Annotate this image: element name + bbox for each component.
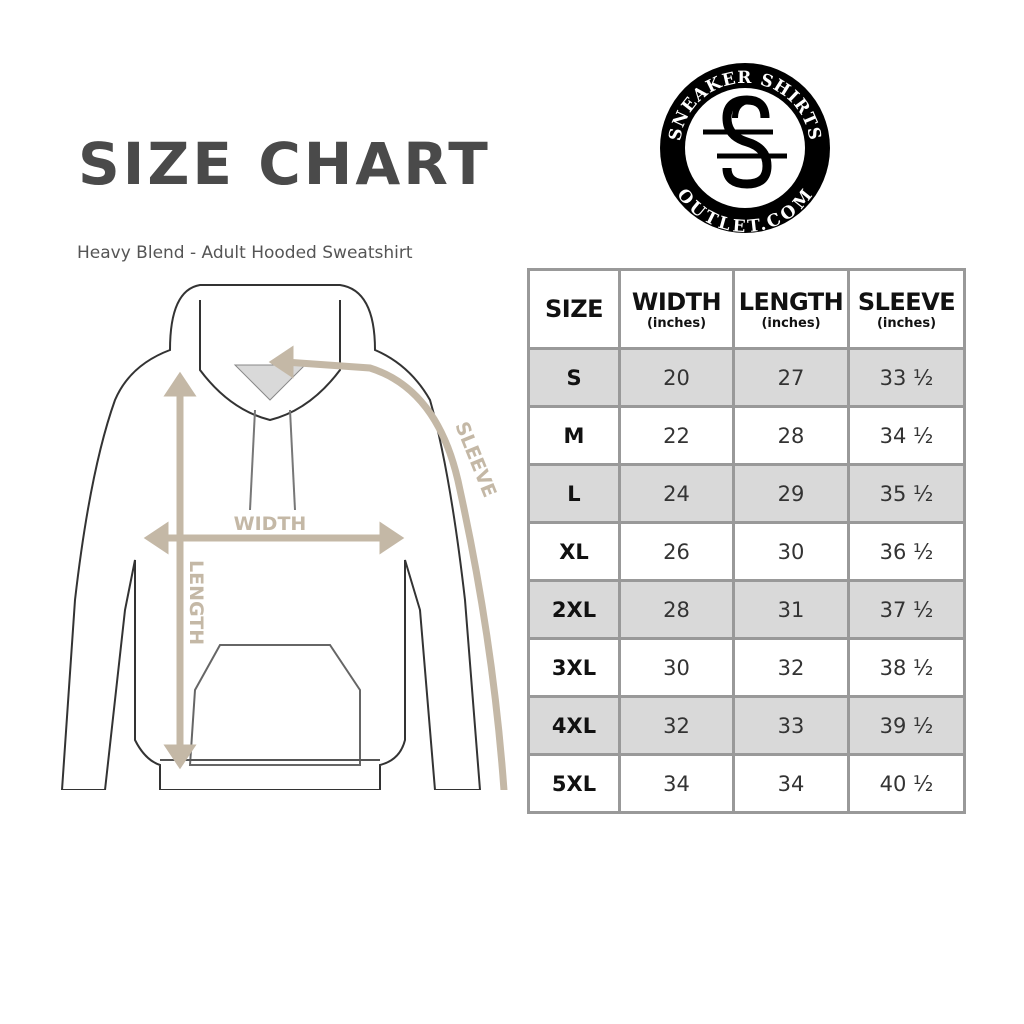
measurement-cell: 33 [732, 695, 850, 756]
measurement-cell: 22 [618, 405, 735, 466]
column-header-unit: (inches) [761, 315, 821, 331]
size-cell: L [527, 463, 621, 524]
size-cell: S [527, 347, 621, 408]
ss-monogram-icon [703, 95, 787, 189]
drawstring-left [249, 409, 256, 511]
measurement-cell: 32 [732, 637, 850, 698]
measurement-cell: 32 [618, 695, 735, 756]
measurement-cell: 33 ½ [847, 347, 966, 408]
sleeve-arrow [284, 358, 508, 790]
measurement-cell: 35 ½ [847, 463, 966, 524]
table-row: XL 26 30 36 ½ [527, 521, 966, 582]
measurement-cell: 26 [618, 521, 735, 582]
measurement-cell: 24 [618, 463, 735, 524]
size-cell: XL [527, 521, 621, 582]
length-label: LENGTH [185, 560, 207, 645]
measurement-cell: 34 [618, 753, 735, 814]
hoodie-body-outline [60, 284, 482, 790]
measurement-cell: 28 [732, 405, 850, 466]
measurement-cell: 34 ½ [847, 405, 966, 466]
column-header-label: SLEEVE [857, 287, 956, 316]
table-row: S 20 27 33 ½ [527, 347, 966, 408]
column-header-unit: (inches) [646, 315, 707, 331]
measurement-cell: 38 ½ [847, 637, 966, 698]
measurement-cell: 39 ½ [847, 695, 966, 756]
table-row: 3XL 30 32 38 ½ [527, 637, 966, 698]
column-header-label: LENGTH [738, 287, 844, 316]
table-row: L 24 29 35 ½ [527, 463, 966, 524]
product-subtitle: Heavy Blend - Adult Hooded Sweatshirt [77, 243, 413, 263]
size-table: SIZE WIDTH (inches) LENGTH (inches) SLEEVE (in… [527, 268, 966, 814]
page-title: SIZE CHART [78, 130, 491, 198]
measurement-cell: 27 [732, 347, 850, 408]
drawstring-right [289, 409, 296, 511]
measurement-cell: 31 [732, 579, 850, 640]
width-label: WIDTH [234, 513, 307, 535]
measurement-cell: 40 ½ [847, 753, 966, 814]
column-header-label: SIZE [544, 295, 604, 323]
measurement-cell: 20 [618, 347, 735, 408]
table-row: 5XL 34 34 40 ½ [527, 753, 966, 814]
size-cell: M [527, 405, 621, 466]
size-cell: 5XL [527, 753, 621, 814]
measurement-cell: 30 [618, 637, 735, 698]
table-row: 2XL 28 31 37 ½ [527, 579, 966, 640]
size-cell: 3XL [527, 637, 621, 698]
table-header-row: SIZE WIDTH (inches) LENGTH (inches) SLEEVE (in… [527, 268, 966, 350]
measurement-cell: 34 [732, 753, 850, 814]
column-header: WIDTH (inches) [618, 268, 735, 350]
measurement-cell: 36 ½ [847, 521, 966, 582]
column-header-unit: (inches) [876, 315, 937, 331]
measurement-cell: 29 [732, 463, 850, 524]
measurement-cell: 28 [618, 579, 735, 640]
table-row: M 22 28 34 ½ [527, 405, 966, 466]
measurement-cell: 30 [732, 521, 850, 582]
column-header: SLEEVE (inches) [847, 268, 966, 350]
column-header: SIZE [527, 268, 621, 350]
column-header: LENGTH (inches) [732, 268, 850, 350]
size-cell: 2XL [527, 579, 621, 640]
measurement-cell: 37 ½ [847, 579, 966, 640]
column-header-label: WIDTH [631, 287, 722, 316]
hood-inner [199, 300, 341, 422]
hoodie-diagram: WIDTH LENGTH SLEEVE [60, 284, 508, 790]
size-cell: 4XL [527, 695, 621, 756]
brand-logo: SNEAKER SHIRTS OUTLET.COM [660, 63, 830, 235]
pocket [188, 644, 361, 766]
table-row: 4XL 32 33 39 ½ [527, 695, 966, 756]
